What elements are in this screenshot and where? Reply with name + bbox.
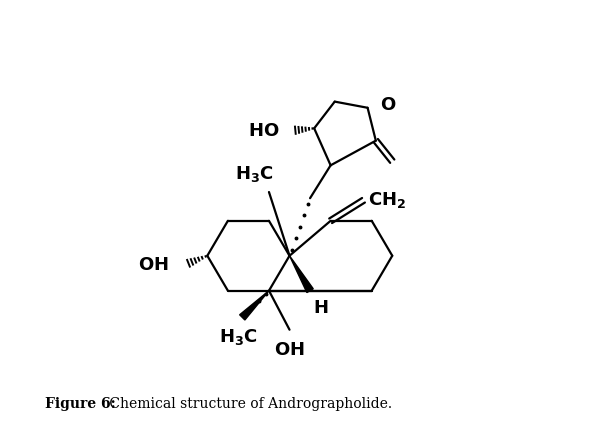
Text: $\mathbf{OH}$: $\mathbf{OH}$: [138, 255, 168, 273]
Polygon shape: [240, 291, 269, 320]
Polygon shape: [290, 256, 313, 293]
Text: Chemical structure of Andrographolide.: Chemical structure of Andrographolide.: [105, 396, 392, 410]
Text: $\mathbf{O}$: $\mathbf{O}$: [380, 95, 396, 113]
Text: $\mathbf{H}$: $\mathbf{H}$: [313, 298, 328, 316]
Text: $\mathbf{OH}$: $\mathbf{OH}$: [274, 340, 305, 358]
Text: $\mathbf{H_3C}$: $\mathbf{H_3C}$: [236, 163, 274, 183]
Text: $\mathbf{CH_2}$: $\mathbf{CH_2}$: [368, 190, 406, 210]
Text: Figure 6:: Figure 6:: [45, 396, 116, 410]
Text: $\mathbf{H_3C}$: $\mathbf{H_3C}$: [219, 326, 257, 346]
Text: $\mathbf{HO}$: $\mathbf{HO}$: [248, 122, 279, 140]
